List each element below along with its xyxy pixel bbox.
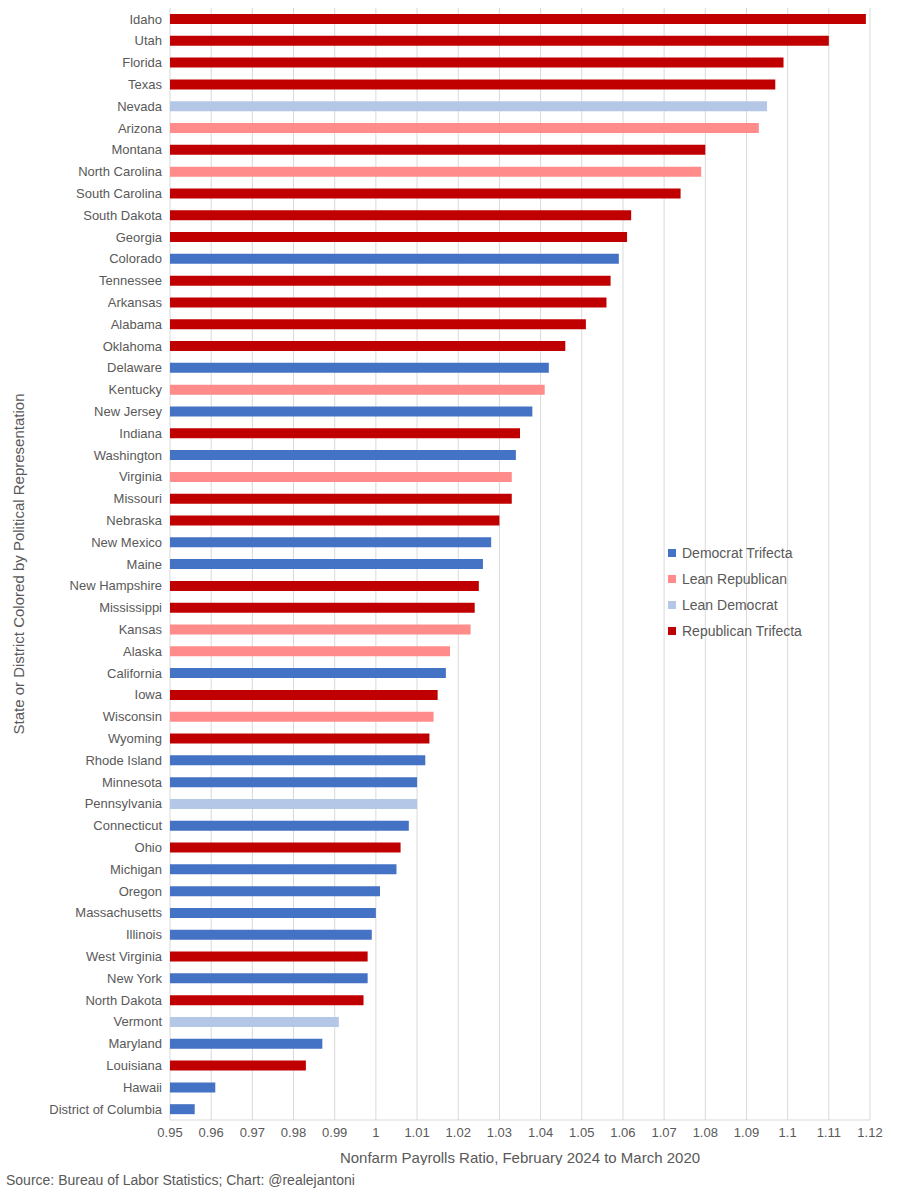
svg-text:Alaska: Alaska xyxy=(123,644,163,659)
svg-text:Connecticut: Connecticut xyxy=(93,818,162,833)
svg-text:New Mexico: New Mexico xyxy=(91,535,162,550)
svg-text:1.02: 1.02 xyxy=(446,1125,471,1140)
svg-text:Washington: Washington xyxy=(94,448,162,463)
svg-text:Indiana: Indiana xyxy=(119,426,162,441)
html-text:State or District Colored by P: State or District Colored by Political R… xyxy=(9,393,27,735)
svg-text:New Jersey: New Jersey xyxy=(94,404,162,419)
svg-text:Nonfarm Payrolls Ratio, Februa: Nonfarm Payrolls Ratio, February 2024 to… xyxy=(340,1149,700,1165)
svg-text:Massachusetts: Massachusetts xyxy=(75,905,162,920)
svg-text:Colorado: Colorado xyxy=(109,251,162,266)
svg-text:Missouri: Missouri xyxy=(114,491,163,506)
svg-text:Michigan: Michigan xyxy=(110,862,162,877)
svg-text:Utah: Utah xyxy=(135,33,162,48)
svg-text:Tennessee: Tennessee xyxy=(99,273,162,288)
svg-text:California: California xyxy=(107,666,163,681)
svg-text:North Dakota: North Dakota xyxy=(85,993,162,1008)
svg-text:Rhode Island: Rhode Island xyxy=(85,753,162,768)
svg-text:Oregon: Oregon xyxy=(119,884,162,899)
svg-text:0.96: 0.96 xyxy=(199,1125,224,1140)
svg-text:Nebraska: Nebraska xyxy=(106,513,162,528)
svg-text:Arkansas: Arkansas xyxy=(108,295,163,310)
svg-text:1.12: 1.12 xyxy=(857,1125,882,1140)
svg-text:West Virginia: West Virginia xyxy=(86,949,163,964)
svg-text:1.1: 1.1 xyxy=(779,1125,797,1140)
svg-text:New York: New York xyxy=(107,971,162,986)
svg-text:Wisconsin: Wisconsin xyxy=(103,709,162,724)
svg-text:0.95: 0.95 xyxy=(157,1125,182,1140)
svg-text:Ohio: Ohio xyxy=(135,840,162,855)
svg-text:Kentucky: Kentucky xyxy=(109,382,163,397)
html-text:Lean Democrat: Lean Democrat xyxy=(682,597,778,613)
svg-text:1.04: 1.04 xyxy=(528,1125,553,1140)
svg-text:Illinois: Illinois xyxy=(126,927,163,942)
svg-text:Mississippi: Mississippi xyxy=(99,600,162,615)
svg-text:1.01: 1.01 xyxy=(404,1125,429,1140)
svg-text:Delaware: Delaware xyxy=(107,360,162,375)
svg-text:Vermont: Vermont xyxy=(114,1014,163,1029)
svg-text:Oklahoma: Oklahoma xyxy=(103,339,163,354)
svg-text:1.11: 1.11 xyxy=(817,1125,841,1140)
svg-text:Nevada: Nevada xyxy=(117,99,163,114)
svg-text:Georgia: Georgia xyxy=(116,230,163,245)
svg-text:Maryland: Maryland xyxy=(109,1036,162,1051)
html-text:Source: Bureau of Labor Statis: Source: Bureau of Labor Statistics; Char… xyxy=(6,1172,355,1188)
svg-text:Virginia: Virginia xyxy=(119,469,163,484)
svg-text:Texas: Texas xyxy=(128,77,162,92)
svg-text:1: 1 xyxy=(372,1125,379,1140)
svg-text:Hawaii: Hawaii xyxy=(123,1080,162,1095)
svg-text:South Dakota: South Dakota xyxy=(83,208,163,223)
svg-text:South Carolina: South Carolina xyxy=(76,186,163,201)
svg-text:0.97: 0.97 xyxy=(240,1125,265,1140)
html-text:Lean Republican: Lean Republican xyxy=(682,571,788,587)
svg-text:District of Columbia: District of Columbia xyxy=(49,1102,162,1117)
svg-text:North Carolina: North Carolina xyxy=(78,164,163,179)
svg-text:Arizona: Arizona xyxy=(118,121,163,136)
svg-text:1.09: 1.09 xyxy=(734,1125,759,1140)
svg-text:Alabama: Alabama xyxy=(111,317,163,332)
svg-text:Florida: Florida xyxy=(122,55,163,70)
svg-text:Idaho: Idaho xyxy=(129,12,162,27)
html-text:Republican Trifecta: Republican Trifecta xyxy=(682,623,802,639)
svg-text:0.99: 0.99 xyxy=(322,1125,347,1140)
svg-text:New Hampshire: New Hampshire xyxy=(70,578,162,593)
svg-text:Iowa: Iowa xyxy=(135,687,163,702)
svg-text:1.05: 1.05 xyxy=(569,1125,594,1140)
svg-text:1.08: 1.08 xyxy=(693,1125,718,1140)
svg-text:Minnesota: Minnesota xyxy=(102,775,163,790)
svg-text:0.98: 0.98 xyxy=(281,1125,306,1140)
svg-text:Pennsylvania: Pennsylvania xyxy=(85,796,163,811)
svg-text:Kansas: Kansas xyxy=(119,622,163,637)
svg-text:Louisiana: Louisiana xyxy=(106,1058,162,1073)
html-text:Democrat Trifecta: Democrat Trifecta xyxy=(682,545,793,561)
svg-text:1.06: 1.06 xyxy=(610,1125,635,1140)
svg-text:1.07: 1.07 xyxy=(651,1125,676,1140)
svg-text:Maine: Maine xyxy=(127,557,162,572)
svg-text:Montana: Montana xyxy=(111,142,162,157)
svg-text:1.03: 1.03 xyxy=(487,1125,512,1140)
svg-text:Wyoming: Wyoming xyxy=(108,731,162,746)
